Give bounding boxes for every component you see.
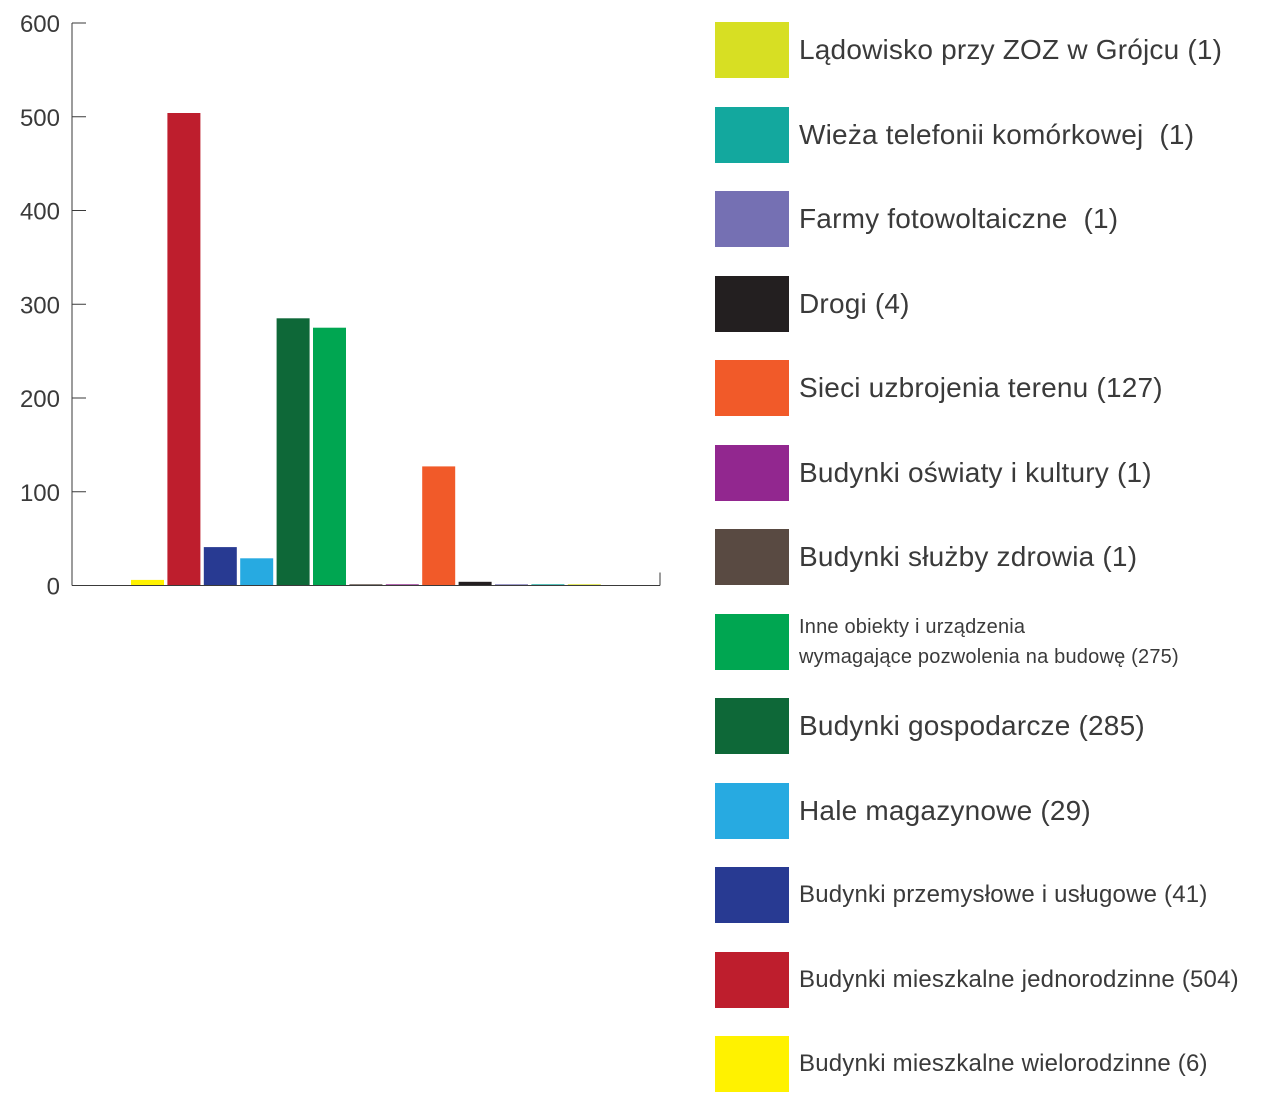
bar-chart: 0 100 200 300 400 500 600 [20,11,661,601]
y-tick-label: 600 [20,11,60,38]
legend-label: Budynki mieszkalne wielorodzinne (6) [799,1050,1208,1077]
legend-item: Budynki oświaty i kultury (1) [715,444,1275,505]
legend-item: Budynki służby zdrowia (1) [715,529,1275,589]
legend-item: Hale magazynowe (29) [715,782,1275,843]
y-tick-label: 100 [20,480,60,507]
y-tick-label: 300 [20,292,60,319]
legend-item: Inne obiekty i urządzenia wymagające poz… [715,613,1275,674]
legend-label: Budynki gospodarcze (285) [799,710,1145,741]
legend-swatch [715,106,789,163]
legend-label: Budynki przemysłowe i usługowe (41) [799,881,1208,908]
y-axis: 0 100 200 300 400 500 600 [20,11,86,601]
legend-label: Budynki oświaty i kultury (1) [799,456,1152,488]
bar [131,579,164,586]
legend-label: Inne obiekty i urządzenia wymagające poz… [799,615,1179,668]
bar [203,547,237,586]
x-axis [72,572,661,586]
legend-swatch [715,1036,789,1092]
legend-label: Drogi (4) [799,287,910,319]
legend-item: Drogi (4) [715,275,1275,336]
y-tick-label: 200 [20,386,60,413]
legend-label: Lądowisko przy ZOZ w Grójcu (1) [799,34,1223,65]
legend-label: Wieża telefonii komórkowej (1) [799,118,1195,150]
bar [167,113,201,586]
legend-swatch [715,191,789,247]
bar [240,558,274,586]
legend-label: Sieci uzbrojenia terenu (127) [799,372,1163,403]
legend-label: Budynki służby zdrowia (1) [799,541,1138,572]
legend-label: Budynki mieszkalne jednorodzinne (504) [799,965,1239,993]
legend-swatch [715,613,789,670]
legend-swatch [715,951,789,1008]
legend-item: Budynki przemysłowe i usługowe (41) [715,867,1275,927]
bars [131,113,601,586]
legend-item: Wieża telefonii komórkowej (1) [715,106,1275,167]
bar [567,584,601,586]
legend-swatch [715,698,789,754]
bar [313,327,346,586]
bar [531,584,565,586]
bar [495,584,528,586]
legend-item: Sieci uzbrojenia terenu (127) [715,360,1275,420]
bar [349,584,383,586]
legend-swatch [715,782,789,839]
legend-item: Budynki mieszkalne wielorodzinne (6) [715,1036,1275,1096]
legend-swatch [715,867,789,923]
legend-label: Hale magazynowe (29) [799,794,1091,826]
legend-label: Farmy fotowoltaiczne (1) [799,203,1119,234]
legend-swatch [715,444,789,501]
legend-swatch [715,275,789,332]
legend-item: Budynki gospodarcze (285) [715,698,1275,758]
legend-item: Budynki mieszkalne jednorodzinne (504) [715,951,1275,1012]
bar [422,466,456,586]
y-tick-label: 400 [20,199,60,226]
bar [458,581,492,586]
bar [385,584,419,586]
y-tick-label: 500 [20,105,60,132]
y-tick-label: 0 [47,574,60,601]
legend-item: Lądowisko przy ZOZ w Grójcu (1) [715,22,1275,82]
bar [276,318,310,586]
legend-swatch [715,22,789,78]
legend-swatch [715,529,789,585]
legend-swatch [715,360,789,416]
legend-item: Farmy fotowoltaiczne (1) [715,191,1275,251]
